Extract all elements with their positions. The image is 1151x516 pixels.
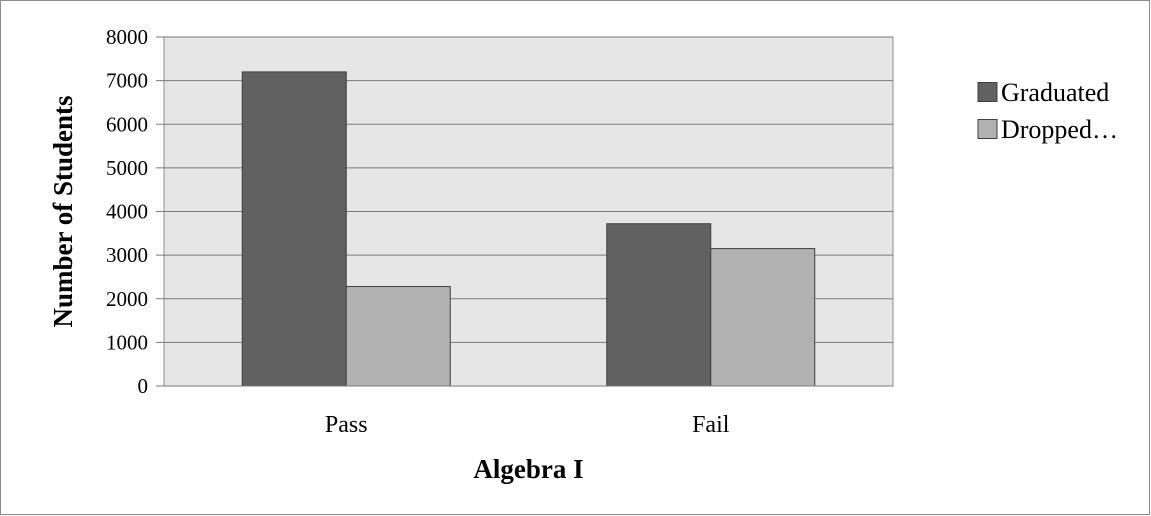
bar-pass-0 xyxy=(241,71,347,387)
bars xyxy=(241,71,816,387)
y-tick-label: 8000 xyxy=(106,25,148,49)
bar-fail-1 xyxy=(710,248,816,387)
y-tick-label: 1000 xyxy=(106,330,148,354)
bar-pass-1 xyxy=(345,286,451,387)
x-tick-label: Fail xyxy=(692,412,730,438)
y-tick-label: 5000 xyxy=(106,156,148,180)
y-tick-label: 4000 xyxy=(106,200,148,224)
y-tick-label: 7000 xyxy=(106,69,148,93)
legend-swatch-dropped xyxy=(977,119,998,139)
y-tick-label: 3000 xyxy=(106,243,148,267)
y-tick-label: 6000 xyxy=(106,112,148,136)
y-axis-ticks: 0 1000 2000 3000 4000 5000 6000 7000 8000 xyxy=(106,25,164,398)
legend: Graduated Dropped… xyxy=(977,78,1118,144)
legend-label-dropped: Dropped… xyxy=(1001,115,1118,144)
x-axis-title: Algebra I xyxy=(473,454,583,484)
y-tick-label: 2000 xyxy=(106,287,148,311)
legend-swatch-graduated xyxy=(977,82,998,102)
x-axis-ticks: Pass Fail xyxy=(325,412,730,438)
bar-fail-0 xyxy=(606,223,712,387)
y-axis-title: Number of Students xyxy=(48,95,78,327)
x-tick-label: Pass xyxy=(325,412,368,438)
legend-label-graduated: Graduated xyxy=(1001,78,1109,107)
y-tick-label: 0 xyxy=(138,374,149,398)
